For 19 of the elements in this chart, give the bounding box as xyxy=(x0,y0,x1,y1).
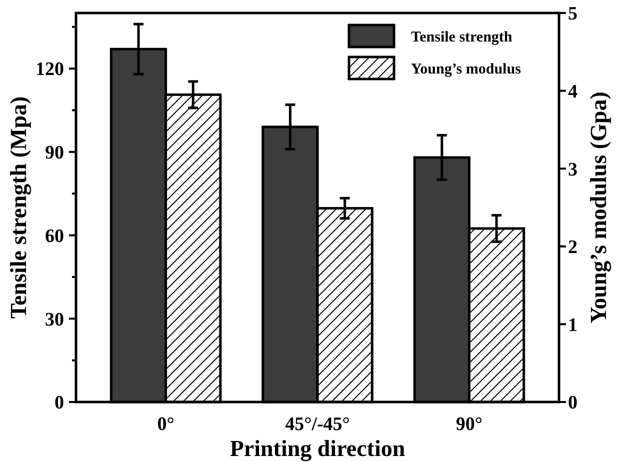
y2-tick-label: 4 xyxy=(568,81,578,102)
y-tick-label: 30 xyxy=(45,309,64,330)
y-tick-label: 60 xyxy=(45,226,64,247)
y2-tick-label: 2 xyxy=(568,237,578,258)
y2-axis-title: Young’s modulus (Gpa) xyxy=(586,92,612,324)
x-tick-label: 45°/-45° xyxy=(285,414,350,435)
y2-tick-label: 5 xyxy=(568,4,578,25)
y2-tick-label: 1 xyxy=(568,314,578,336)
x-axis-title: Printing direction xyxy=(230,436,406,462)
legend-label: Young’s modulus xyxy=(411,61,522,78)
y2-tick-label: 3 xyxy=(568,159,578,180)
y-tick-label: 90 xyxy=(45,142,64,164)
x-tick-label: 90° xyxy=(456,414,483,435)
y-tick-label: 120 xyxy=(36,59,64,80)
y-tick-label: 0 xyxy=(54,392,64,414)
y-axis-title: Tensile strength (Mpa) xyxy=(6,96,32,319)
x-tick-label: 0° xyxy=(157,414,174,435)
y2-tick-label: 0 xyxy=(568,392,578,414)
legend-label: Tensile strength xyxy=(411,29,513,46)
